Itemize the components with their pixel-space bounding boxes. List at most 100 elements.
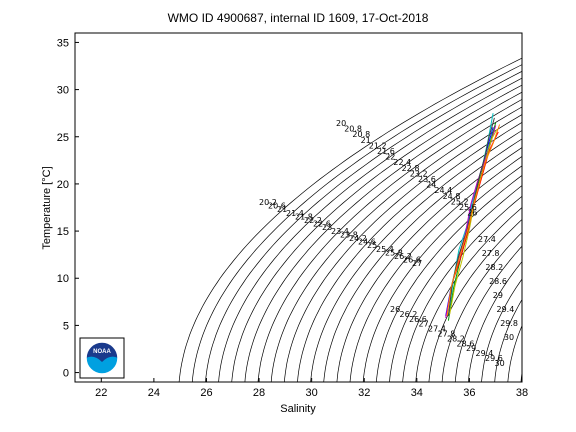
contour-label: 24.2 [349,234,367,243]
contour-label: 27.8 [482,249,500,258]
contour-label: 25 [367,241,377,250]
x-tick-label: 36 [463,387,475,399]
plot-frame [74,32,523,383]
isopycnal-line [205,70,522,382]
contour-label: 24.8 [443,192,461,201]
isopycnal-line [389,185,522,382]
x-tick-label: 24 [148,387,160,399]
logo-text: NOAA [93,349,111,355]
y-tick-label: 5 [63,320,69,332]
contour-label: 27.4 [478,235,496,244]
y-tick-label: 25 [57,132,69,144]
contour-label: 27 [419,320,429,329]
contour-label: 30 [504,333,514,342]
contour-label: 26 [467,209,477,218]
contour-label: 23.8 [340,230,358,239]
contour-label: 24.4 [434,186,452,195]
y-tick-label: 30 [57,85,69,97]
contour-label: 24 [426,181,436,190]
contour-label: 25.8 [385,248,403,257]
contour-label: 30 [495,359,505,368]
y-tick-label: 15 [57,226,69,238]
y-tick-label: 35 [57,37,69,49]
contour-label: 25.6 [459,203,477,212]
x-tick-label: 30 [306,387,318,399]
contour-label: 22.2 [304,216,322,225]
isopycnal-line [283,114,522,382]
contour-label: 26 [390,305,400,314]
contour-label: 26.6 [403,256,421,265]
contour-label: 29 [493,291,503,300]
contour-label: 20.6 [268,202,286,211]
contour-label: 22.8 [402,164,420,173]
y-tick-label: 20 [57,179,69,191]
contour-label: 23.2 [410,169,428,178]
contour-label: 22.4 [393,158,411,167]
contour-label: 25.2 [451,197,469,206]
isopycnal-line [402,195,522,382]
x-tick-label: 26 [200,387,212,399]
contour-label: 22.6 [313,220,331,229]
contour-label: 24.6 [358,238,376,247]
density-contours [178,57,522,382]
contour-label: 28.6 [457,339,475,348]
isopycnal-line [415,207,522,382]
contour-label: 29.4 [476,349,494,358]
contour-label: 22 [385,153,395,162]
contour-labels: 2020.820.82121.221.62222.422.823.223.624… [259,119,518,368]
isopycnal-line [323,138,522,382]
isopycnal-line [454,245,522,382]
contour-label: 27.4 [428,325,446,334]
isopycnal-line [349,156,522,382]
contour-label: 29 [466,344,476,353]
isopycnal-line [310,130,522,382]
isopycnal-line [257,98,522,382]
contour-label: 20.2 [259,198,277,207]
isopycnal-line [428,218,522,382]
x-tick-label: 28 [253,387,265,399]
isopycnal-line [218,77,522,382]
isopycnal-line [362,165,522,382]
isopycnal-line [270,106,522,382]
y-tick-label: 10 [57,273,69,285]
x-tick-label: 38 [516,387,528,399]
contour-label: 21.2 [369,141,387,150]
isopycnal-line [231,84,522,382]
x-tick-label: 22 [95,387,107,399]
isopycnal-line [178,57,522,382]
isopycnal-line [375,175,522,382]
y-tick-label: 0 [63,368,69,380]
contour-label: 26.2 [394,252,412,261]
contour-label: 20 [336,119,346,128]
profile-series [445,113,501,321]
contour-label: 20.8 [352,130,370,139]
contour-label: 23.6 [418,175,436,184]
isopycnal-line [244,91,522,382]
contour-label: 21 [277,205,287,214]
isopycnal-line [297,122,522,382]
isopycnal-line [494,298,522,382]
x-tick-label: 34 [411,387,423,399]
contour-label: 23.4 [331,227,349,236]
contour-label: 21.8 [295,212,313,221]
x-tick-label: 32 [358,387,370,399]
contour-label: 28.2 [485,263,503,272]
contour-label: 25.4 [376,245,394,254]
contour-label: 27.8 [438,330,456,339]
contour-label: 29.6 [485,354,503,363]
axis-ticks: 22 24 26 28 30 32 34 36 38 0 5 10 15 20 25 30 35 [57,37,528,399]
contour-label: 27 [412,259,422,268]
contour-label: 26.6 [409,315,427,324]
contour-label: 29.8 [500,319,518,328]
contour-label: 21 [361,136,371,145]
contour-label: 28.2 [447,334,465,343]
x-axis-label: Salinity [280,403,316,415]
isopycnal-line [191,64,522,382]
contour-label: 26.2 [400,310,418,319]
contour-label: 20.8 [344,125,362,134]
contour-label: 21.4 [286,209,304,218]
contour-label: 23 [322,223,332,232]
contour-label: 29.4 [497,305,515,314]
isopycnal-line [441,231,522,382]
